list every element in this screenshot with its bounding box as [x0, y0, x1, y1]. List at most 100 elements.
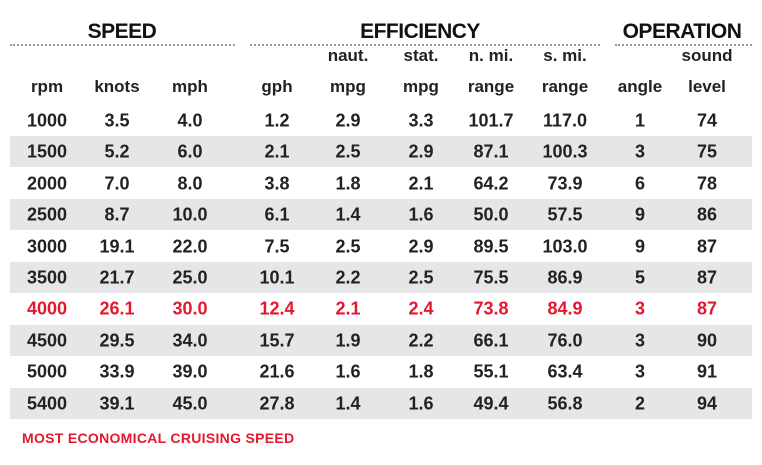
row-band [10, 199, 752, 231]
cell: 73.8 [473, 298, 509, 319]
cell: 66.1 [473, 330, 509, 351]
cell: 2.2 [408, 330, 434, 351]
cell: 6.0 [177, 141, 203, 162]
cell: 1.2 [264, 110, 290, 131]
column-header: mpg [403, 77, 439, 96]
cell: 22.0 [172, 236, 208, 257]
cell: 3 [634, 330, 646, 351]
cell: 3000 [26, 236, 68, 257]
cell: 100.3 [542, 141, 588, 162]
row-band [10, 136, 752, 168]
cell: 34.0 [172, 330, 208, 351]
cell: 76.0 [547, 330, 583, 351]
group-header: SPEED [87, 20, 157, 43]
cell: 21.6 [259, 361, 295, 382]
column-header: mph [172, 77, 208, 96]
cell: 45.0 [172, 393, 208, 414]
cell: 1000 [26, 110, 68, 131]
column-header: angle [617, 77, 663, 96]
column-header: stat. [403, 46, 439, 65]
cell: 2.9 [408, 141, 434, 162]
cell: 29.5 [99, 330, 135, 351]
column-header: n. mi. [468, 46, 514, 65]
cell: 4.0 [177, 110, 203, 131]
column-header: sound [681, 46, 733, 65]
cell: 6 [634, 173, 646, 194]
cell: 2500 [26, 204, 68, 225]
column-header: range [541, 77, 589, 96]
cell: 26.1 [99, 298, 135, 319]
cell: 1.6 [408, 204, 434, 225]
cell: 94 [696, 393, 718, 414]
column-header: knots [94, 77, 140, 96]
cell: 5400 [26, 393, 68, 414]
cell: 39.1 [99, 393, 135, 414]
cell: 7.0 [104, 173, 130, 194]
cell: 5 [634, 267, 646, 288]
cell: 21.7 [99, 267, 135, 288]
cell: 1.6 [335, 361, 361, 382]
cell: 1.4 [335, 204, 361, 225]
cell: 3 [634, 141, 646, 162]
cell: 1.8 [408, 361, 434, 382]
cell: 33.9 [99, 361, 135, 382]
cell: 3 [634, 361, 646, 382]
column-header: rpm [30, 77, 64, 96]
cell: 1.8 [335, 173, 361, 194]
cell: 57.5 [547, 204, 583, 225]
cell: 2.1 [408, 173, 434, 194]
cell: 2.4 [408, 298, 434, 319]
cell: 2000 [26, 173, 68, 194]
group-header: OPERATION [622, 20, 742, 43]
cell: 1.6 [408, 393, 434, 414]
cell: 1 [634, 110, 646, 131]
cell: 117.0 [542, 110, 588, 131]
cell: 2.9 [335, 110, 361, 131]
cell: 87 [696, 298, 718, 319]
cell: 73.9 [547, 173, 583, 194]
cell: 86 [696, 204, 718, 225]
cell: 86.9 [547, 267, 583, 288]
column-header: mpg [330, 77, 366, 96]
cell: 1.9 [335, 330, 361, 351]
group-rule [250, 44, 600, 46]
cell: 91 [696, 361, 718, 382]
cell: 3500 [26, 267, 68, 288]
cell: 63.4 [547, 361, 583, 382]
cell: 3.5 [104, 110, 130, 131]
cell: 5000 [26, 361, 68, 382]
cell: 2.1 [335, 298, 361, 319]
row-band [10, 324, 752, 356]
cell: 87 [696, 236, 718, 257]
cell: 101.7 [468, 110, 514, 131]
cell: 2.1 [264, 141, 290, 162]
cell: 55.1 [473, 361, 509, 382]
cell: 64.2 [473, 173, 509, 194]
cell: 9 [634, 236, 646, 257]
cell: 90 [696, 330, 718, 351]
cell: 2.5 [335, 141, 361, 162]
row-band [10, 387, 752, 419]
cell: 87 [696, 267, 718, 288]
cell: 3.3 [408, 110, 434, 131]
cell: 8.0 [177, 173, 203, 194]
cell: 7.5 [264, 236, 290, 257]
cell: 75.5 [473, 267, 509, 288]
cell: 6.1 [264, 204, 290, 225]
cell: 3 [634, 298, 646, 319]
row-band [10, 262, 752, 293]
column-header: naut. [327, 46, 369, 65]
cell: 2.2 [335, 267, 361, 288]
cell: 5.2 [104, 141, 130, 162]
cell: 39.0 [172, 361, 208, 382]
cell: 12.4 [259, 298, 295, 319]
cell: 75 [696, 141, 718, 162]
cell: 2 [634, 393, 646, 414]
cell: 8.7 [104, 204, 130, 225]
cell: 89.5 [473, 236, 509, 257]
cell: 1.4 [335, 393, 361, 414]
cell: 27.8 [259, 393, 295, 414]
cell: 84.9 [547, 298, 583, 319]
cell: 3.8 [264, 173, 290, 194]
